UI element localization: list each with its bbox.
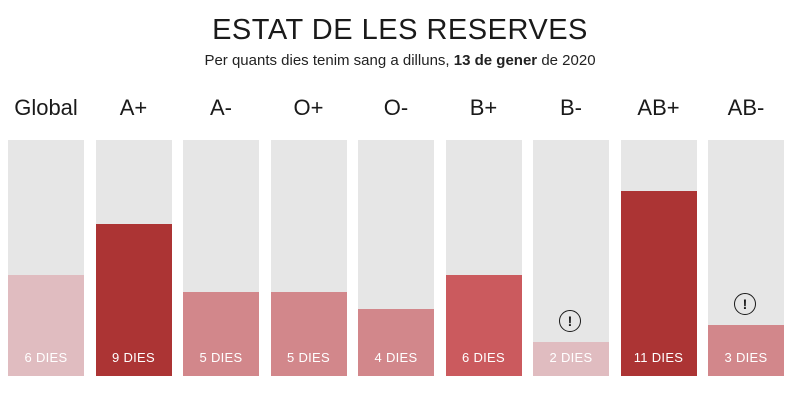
bar-track: 2 DIES!: [533, 140, 609, 376]
bar-track: 5 DIES: [183, 140, 259, 376]
data-label: 11 DIES: [633, 350, 684, 365]
bar: [533, 342, 609, 376]
category-label: A-: [210, 95, 232, 120]
category-label: Global: [14, 95, 78, 120]
category-label: A+: [119, 95, 148, 120]
bar-column: O- 4 DIES: [358, 0, 434, 400]
data-label: 4 DIES: [374, 350, 418, 365]
category-label: O+: [293, 95, 324, 120]
data-label: 6 DIES: [462, 350, 505, 365]
bar-track: 5 DIES: [270, 140, 347, 376]
alert-icon: !: [734, 293, 756, 315]
alert-icon: !: [559, 310, 581, 332]
bar-column: A- 5 DIES: [183, 0, 259, 400]
category-label: O-: [383, 95, 409, 120]
bar-track: 6 DIES: [445, 140, 522, 376]
data-label: 6 DIES: [24, 350, 68, 365]
data-label: 2 DIES: [549, 350, 593, 365]
bar-track: 9 DIES: [95, 140, 172, 376]
bar-track: 4 DIES: [358, 140, 434, 376]
bar: [620, 191, 697, 376]
subtitle-prefix: Per quants dies tenim sang a dilluns,: [204, 52, 450, 69]
data-label: 3 DIES: [724, 350, 768, 365]
bar-column: O+ 5 DIES: [270, 0, 347, 400]
subtitle-date: 13 de gener: [453, 52, 538, 69]
bar: [445, 275, 522, 376]
data-label: 9 DIES: [112, 350, 155, 365]
bar-column: A+ 9 DIES: [95, 0, 172, 400]
bar: [358, 309, 434, 376]
bar: [8, 275, 84, 376]
bar-track: 3 DIES!: [708, 140, 784, 376]
bar-column: B+ 6 DIES: [445, 0, 522, 400]
bar: [95, 224, 172, 376]
category-label: AB-: [727, 95, 765, 120]
chart-subtitle: Per quants dies tenim sang a dilluns, 13…: [0, 52, 800, 69]
category-label: B+: [469, 95, 498, 120]
bar-column: AB- 3 DIES!: [708, 0, 784, 400]
bar-column: B- 2 DIES!: [533, 0, 609, 400]
bar: [183, 292, 259, 376]
chart-title: ESTAT DE LES RESERVES: [212, 14, 588, 46]
data-label: 5 DIES: [199, 350, 243, 365]
bar: [708, 325, 784, 376]
data-label: 5 DIES: [287, 350, 330, 365]
bar-column: Global 6 DIES: [8, 0, 84, 400]
category-label: AB+: [637, 95, 680, 120]
category-label: B-: [560, 95, 582, 120]
bar: [270, 292, 347, 376]
bar-column: AB+ 11 DIES: [620, 0, 697, 400]
bar-track: 11 DIES: [620, 140, 697, 376]
subtitle-suffix: de 2020: [541, 52, 596, 69]
bar-track: 6 DIES: [8, 140, 84, 376]
